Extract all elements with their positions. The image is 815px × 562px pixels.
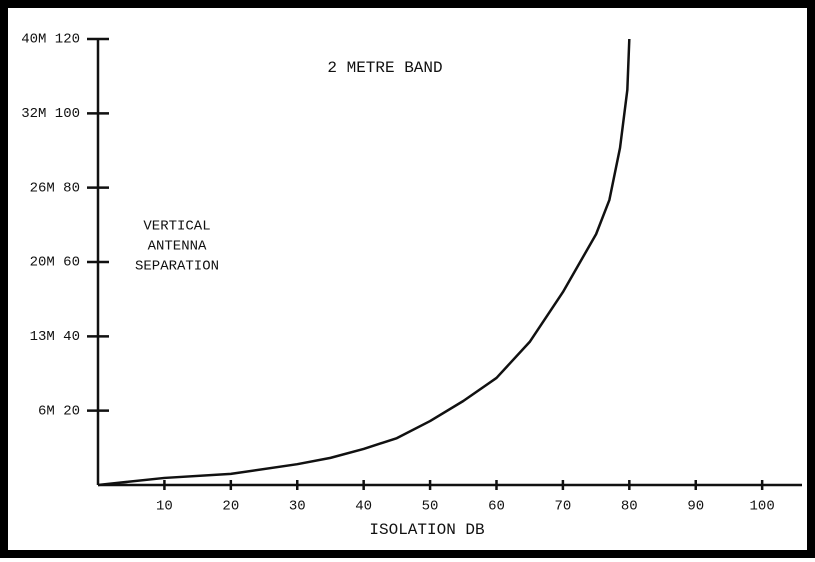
x-tick-label: 90 [687, 499, 704, 515]
y-axis-label: VERTICAL [143, 219, 210, 235]
y-tick-label: 26M 80 [30, 180, 80, 196]
y-axis-label: SEPARATION [135, 259, 219, 275]
x-tick-label: 20 [222, 499, 239, 515]
x-tick-label: 30 [289, 499, 306, 515]
x-tick-label: 10 [156, 499, 173, 515]
x-tick-label: 70 [554, 499, 571, 515]
x-tick-label: 80 [621, 499, 638, 515]
y-tick-label: 6M 20 [38, 403, 80, 419]
y-tick-label: 13M 40 [30, 329, 80, 345]
x-tick-label: 60 [488, 499, 505, 515]
data-line [97, 38, 631, 487]
x-tick-label: 40 [355, 499, 372, 515]
y-tick-label: 32M 100 [21, 106, 80, 122]
y-tick-label: 40M 120 [21, 32, 80, 48]
x-axis-label: ISOLATION DB [369, 521, 484, 539]
y-tick-label: 20M 60 [30, 255, 80, 271]
x-tick-label: 100 [750, 499, 775, 515]
chart-title: 2 METRE BAND [327, 59, 442, 77]
y-axis-label: ANTENNA [148, 239, 207, 255]
x-tick-label: 50 [422, 499, 439, 515]
